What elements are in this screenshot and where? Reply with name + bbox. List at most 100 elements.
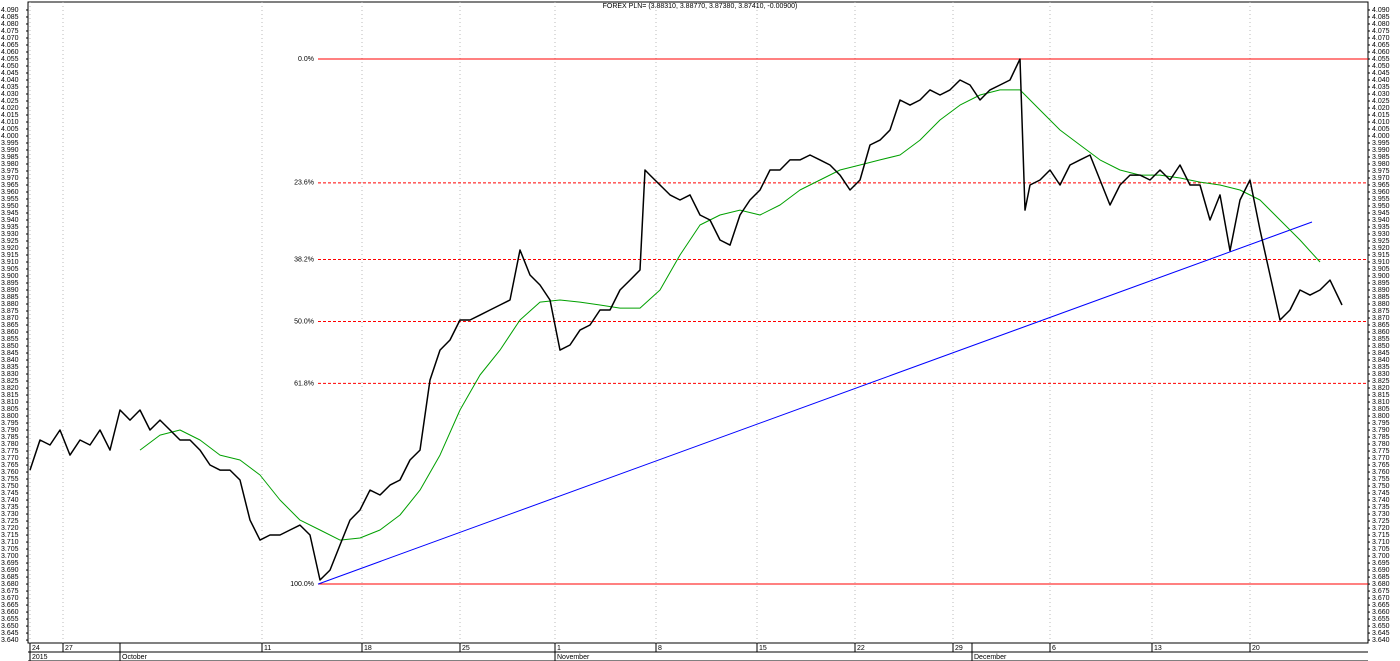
y-tick-label: 3.850 bbox=[1, 343, 19, 350]
y-tick-label: 3.915 bbox=[1372, 252, 1390, 259]
y-tick-label: 3.980 bbox=[1, 161, 19, 168]
y-tick-label: 3.755 bbox=[1372, 476, 1390, 483]
y-tick-label: 3.920 bbox=[1372, 245, 1390, 252]
y-tick-label: 3.695 bbox=[1372, 560, 1390, 567]
y-tick-label: 3.810 bbox=[1372, 399, 1390, 406]
y-tick-label: 3.825 bbox=[1372, 378, 1390, 385]
y-tick-label: 4.010 bbox=[1372, 119, 1390, 126]
x-tick-label: 25 bbox=[462, 645, 470, 652]
plot-frame bbox=[27, 1, 1369, 644]
y-tick-label: 3.955 bbox=[1372, 196, 1390, 203]
y-tick-label: 3.860 bbox=[1, 329, 19, 336]
y-tick-label: 3.875 bbox=[1372, 308, 1390, 315]
y-tick-label: 3.765 bbox=[1372, 462, 1390, 469]
fib-label: 61.8% bbox=[294, 380, 314, 387]
y-tick-label: 4.080 bbox=[1372, 21, 1390, 28]
y-tick-label: 3.670 bbox=[1372, 595, 1390, 602]
y-tick-label: 4.040 bbox=[1372, 77, 1390, 84]
y-tick-label: 3.890 bbox=[1372, 287, 1390, 294]
y-tick-label: 4.025 bbox=[1, 98, 19, 105]
y-tick-label: 4.000 bbox=[1372, 133, 1390, 140]
y-tick-label: 4.075 bbox=[1, 28, 19, 35]
y-tick-label: 3.900 bbox=[1, 273, 19, 280]
y-tick-label: 3.890 bbox=[1, 287, 19, 294]
y-tick-label: 3.860 bbox=[1372, 329, 1390, 336]
y-tick-label: 3.780 bbox=[1, 441, 19, 448]
y-tick-label: 3.660 bbox=[1372, 609, 1390, 616]
y-tick-label: 3.715 bbox=[1, 532, 19, 539]
y-tick-label: 3.705 bbox=[1372, 546, 1390, 553]
y-tick-label: 3.835 bbox=[1, 364, 19, 371]
y-tick-label: 3.895 bbox=[1372, 280, 1390, 287]
y-tick-label: 4.020 bbox=[1372, 105, 1390, 112]
y-tick-label: 3.775 bbox=[1, 448, 19, 455]
y-tick-label: 3.985 bbox=[1, 154, 19, 161]
y-tick-label: 3.820 bbox=[1372, 385, 1390, 392]
y-tick-label: 3.740 bbox=[1, 497, 19, 504]
y-tick-label: 3.735 bbox=[1, 504, 19, 511]
y-tick-label: 4.090 bbox=[1372, 7, 1390, 14]
y-tick-label: 3.680 bbox=[1372, 581, 1390, 588]
x-tick-label: 6 bbox=[1052, 645, 1056, 652]
y-tick-label: 4.040 bbox=[1, 77, 19, 84]
y-tick-label: 4.005 bbox=[1, 126, 19, 133]
y-tick-label: 3.880 bbox=[1, 301, 19, 308]
month-label: December bbox=[974, 654, 1007, 661]
y-tick-label: 3.760 bbox=[1372, 469, 1390, 476]
y-tick-label: 4.015 bbox=[1, 112, 19, 119]
y-tick-label: 3.800 bbox=[1372, 413, 1390, 420]
y-tick-label: 3.955 bbox=[1, 196, 19, 203]
x-tick-label: 8 bbox=[658, 645, 662, 652]
y-tick-label: 3.950 bbox=[1, 203, 19, 210]
y-tick-label: 3.850 bbox=[1372, 343, 1390, 350]
y-tick-label: 4.075 bbox=[1372, 28, 1390, 35]
y-tick-label: 3.705 bbox=[1, 546, 19, 553]
y-tick-label: 3.710 bbox=[1372, 539, 1390, 546]
y-tick-label: 3.865 bbox=[1372, 322, 1390, 329]
y-tick-label: 3.975 bbox=[1, 168, 19, 175]
y-tick-label: 3.965 bbox=[1372, 182, 1390, 189]
moving-average bbox=[139, 89, 1321, 541]
month-label: 2015 bbox=[32, 654, 48, 661]
y-tick-label: 3.995 bbox=[1372, 140, 1390, 147]
y-tick-label: 3.830 bbox=[1, 371, 19, 378]
y-tick-label: 3.820 bbox=[1, 385, 19, 392]
y-tick-label: 3.685 bbox=[1, 574, 19, 581]
fib-label: 38.2% bbox=[294, 256, 314, 263]
y-tick-label: 3.865 bbox=[1, 322, 19, 329]
y-tick-label: 3.640 bbox=[1, 637, 19, 644]
y-tick-label: 3.640 bbox=[1372, 637, 1390, 644]
y-tick-label: 4.000 bbox=[1, 133, 19, 140]
y-tick-label: 4.085 bbox=[1372, 14, 1390, 21]
y-tick-label: 3.775 bbox=[1372, 448, 1390, 455]
y-tick-label: 3.935 bbox=[1372, 224, 1390, 231]
fib-label: 100.0% bbox=[290, 581, 314, 588]
y-tick-label: 3.960 bbox=[1372, 189, 1390, 196]
y-tick-label: 4.080 bbox=[1, 21, 19, 28]
y-tick-label: 3.695 bbox=[1, 560, 19, 567]
y-tick-label: 3.725 bbox=[1372, 518, 1390, 525]
y-tick-label: 4.065 bbox=[1372, 42, 1390, 49]
y-tick-label: 3.785 bbox=[1372, 434, 1390, 441]
y-tick-label: 4.065 bbox=[1, 42, 19, 49]
month-label: November bbox=[557, 654, 590, 661]
y-tick-label: 3.750 bbox=[1372, 483, 1390, 490]
y-tick-label: 3.665 bbox=[1, 602, 19, 609]
y-tick-label: 3.855 bbox=[1372, 336, 1390, 343]
y-tick-label: 3.855 bbox=[1, 336, 19, 343]
y-tick-label: 3.980 bbox=[1372, 161, 1390, 168]
y-tick-label: 3.830 bbox=[1372, 371, 1390, 378]
y-tick-label: 3.840 bbox=[1372, 357, 1390, 364]
y-tick-label: 3.880 bbox=[1372, 301, 1390, 308]
y-tick-label: 3.655 bbox=[1372, 616, 1390, 623]
y-tick-label: 3.750 bbox=[1, 483, 19, 490]
y-tick-label: 3.870 bbox=[1, 315, 19, 322]
y-tick-label: 3.905 bbox=[1372, 266, 1390, 273]
y-tick-label: 3.785 bbox=[1, 434, 19, 441]
y-tick-label: 3.845 bbox=[1, 350, 19, 357]
y-tick-label: 3.960 bbox=[1, 189, 19, 196]
y-tick-label: 3.730 bbox=[1, 511, 19, 518]
y-tick-label: 3.910 bbox=[1, 259, 19, 266]
